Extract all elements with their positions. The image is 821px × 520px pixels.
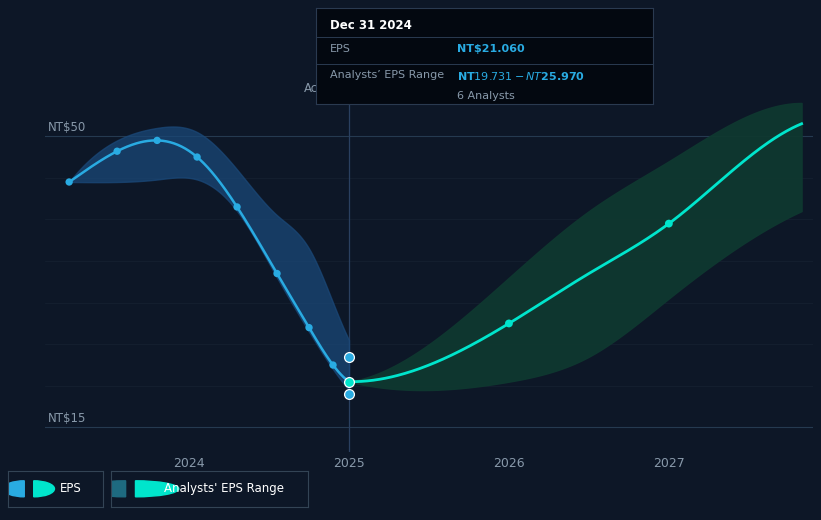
Text: Analysts’ EPS Range: Analysts’ EPS Range	[329, 70, 443, 80]
Text: 2026: 2026	[493, 457, 525, 470]
Point	[111, 147, 124, 155]
Wedge shape	[82, 481, 126, 497]
Wedge shape	[135, 481, 179, 497]
Point	[342, 353, 355, 361]
Text: Analysts' EPS Range: Analysts' EPS Range	[164, 483, 284, 495]
Text: Analysts Forecasts: Analysts Forecasts	[357, 82, 467, 95]
Text: NT$21.060: NT$21.060	[457, 44, 525, 55]
Text: 2027: 2027	[653, 457, 685, 470]
Text: EPS: EPS	[60, 483, 82, 495]
Point	[502, 319, 516, 328]
Point	[231, 203, 244, 211]
Text: NT$15: NT$15	[48, 412, 87, 425]
Point	[150, 136, 163, 145]
Point	[302, 323, 315, 332]
Wedge shape	[3, 481, 25, 497]
Text: 6 Analysts: 6 Analysts	[457, 90, 516, 100]
Point	[62, 178, 76, 186]
Point	[663, 219, 676, 228]
Point	[342, 378, 355, 386]
Text: Dec 31 2024: Dec 31 2024	[329, 19, 411, 32]
Wedge shape	[34, 481, 54, 497]
Text: Actual: Actual	[304, 82, 341, 95]
Text: 2024: 2024	[173, 457, 205, 470]
Text: NT$50: NT$50	[48, 121, 86, 134]
Text: EPS: EPS	[329, 44, 351, 55]
Text: 2025: 2025	[333, 457, 365, 470]
Point	[270, 269, 283, 278]
Point	[190, 153, 204, 161]
Text: NT$19.731 - NT$25.970: NT$19.731 - NT$25.970	[457, 70, 585, 82]
Point	[327, 361, 340, 369]
Point	[342, 390, 355, 398]
